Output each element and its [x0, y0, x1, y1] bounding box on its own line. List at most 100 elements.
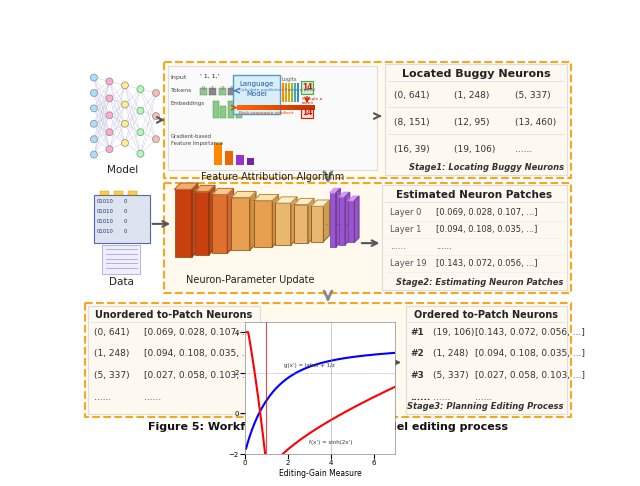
Text: Feature Importance: Feature Importance [171, 141, 223, 146]
Text: 01010: 01010 [96, 219, 113, 224]
Text: (12, 95): (12, 95) [454, 119, 490, 127]
Circle shape [122, 121, 129, 127]
Bar [214, 143, 222, 165]
Text: [0.027, 0.058, 0.103, ...]: [0.027, 0.058, 0.103, ...] [143, 371, 253, 380]
Circle shape [106, 95, 113, 102]
Circle shape [137, 129, 144, 136]
Text: 01010: 01010 [96, 199, 113, 204]
Polygon shape [175, 183, 198, 189]
Circle shape [90, 151, 97, 158]
Text: Stage3: Planning Editing Process: Stage3: Planning Editing Process [407, 402, 564, 411]
Circle shape [152, 113, 159, 120]
Polygon shape [291, 197, 297, 244]
Text: Layer 0: Layer 0 [390, 208, 421, 217]
Bar [272, 105, 276, 110]
Text: (5, 337): (5, 337) [94, 371, 129, 380]
Text: Language: Language [239, 82, 274, 87]
Polygon shape [294, 198, 314, 205]
Bar [219, 88, 226, 95]
Text: 0: 0 [124, 199, 127, 204]
Text: 0: 0 [124, 209, 127, 214]
Text: (19, 106): (19, 106) [433, 328, 475, 337]
Bar [257, 105, 260, 110]
Circle shape [137, 86, 144, 93]
Polygon shape [339, 192, 349, 197]
Text: ......: ...... [515, 145, 532, 155]
Bar [228, 102, 234, 119]
Text: (0, 641): (0, 641) [94, 328, 129, 337]
Text: [0.143, 0.072, 0.056, ...]: [0.143, 0.072, 0.056, ...] [476, 328, 585, 337]
Bar [282, 83, 284, 102]
Circle shape [106, 146, 113, 153]
Text: #1: #1 [410, 328, 424, 337]
Bar [128, 191, 138, 195]
Bar [291, 83, 293, 102]
Text: #2: #2 [410, 349, 424, 358]
Bar [285, 83, 287, 102]
Circle shape [90, 136, 97, 142]
Bar [280, 105, 284, 110]
Text: (1, 248): (1, 248) [433, 349, 468, 358]
Bar [385, 65, 568, 175]
Bar [114, 191, 124, 195]
Bar [168, 66, 377, 170]
Bar [288, 105, 292, 110]
Bar [300, 105, 303, 110]
Text: Gradient-based: Gradient-based [171, 134, 212, 139]
Circle shape [137, 150, 144, 157]
Bar [296, 105, 300, 110]
Bar [330, 193, 336, 247]
Text: g(x’) = label + 1/z: g(x’) = label + 1/z [284, 363, 334, 368]
Text: 3: 3 [230, 86, 233, 91]
Bar [212, 194, 227, 253]
Text: Stage2: Estimating Neuron Patches: Stage2: Estimating Neuron Patches [396, 278, 564, 287]
Text: Embeddings: Embeddings [171, 101, 205, 105]
Text: (16, 39): (16, 39) [394, 145, 429, 155]
Bar [236, 156, 244, 165]
Text: (1, 248): (1, 248) [94, 349, 129, 358]
Bar [292, 105, 296, 110]
Bar [288, 83, 290, 102]
Bar [301, 82, 313, 94]
Bar [164, 62, 571, 178]
Bar [276, 105, 280, 110]
Bar [294, 205, 308, 243]
Circle shape [106, 78, 113, 85]
Bar [212, 102, 219, 119]
Bar [100, 191, 109, 195]
Text: 01010: 01010 [96, 229, 113, 234]
Text: Data: Data [109, 277, 134, 287]
Circle shape [106, 129, 113, 136]
Text: Back-propagate gradient: Back-propagate gradient [239, 111, 293, 116]
Polygon shape [272, 194, 278, 247]
Bar [209, 88, 216, 95]
Circle shape [122, 139, 129, 146]
Polygon shape [345, 192, 349, 244]
Text: (19, 106): (19, 106) [454, 145, 496, 155]
Polygon shape [355, 196, 359, 243]
Text: Tokens: Tokens [171, 87, 192, 92]
Bar [311, 206, 323, 242]
Text: ......: ...... [94, 393, 111, 401]
Text: [0.094, 0.108, 0.035, ...]: [0.094, 0.108, 0.035, ...] [436, 226, 538, 234]
Polygon shape [212, 189, 234, 194]
Bar [249, 105, 253, 110]
Text: f(x’) = sinh(2x’): f(x’) = sinh(2x’) [309, 440, 353, 445]
Bar [237, 105, 241, 110]
Bar [253, 201, 272, 247]
Text: ......: ...... [436, 243, 452, 251]
Polygon shape [311, 200, 330, 206]
Polygon shape [308, 198, 314, 243]
Text: ......: ...... [410, 393, 431, 401]
Polygon shape [191, 183, 198, 257]
X-axis label: Editing-Gain Measure: Editing-Gain Measure [278, 469, 362, 478]
Polygon shape [323, 200, 330, 242]
Text: Model: Model [107, 165, 138, 174]
Bar [284, 105, 288, 110]
Bar [303, 105, 307, 110]
Bar [348, 201, 355, 243]
Bar [268, 105, 272, 110]
Text: [0.094, 0.108, 0.035, ...]: [0.094, 0.108, 0.035, ...] [476, 349, 585, 358]
Text: Stage1: Locating Buggy Neurons: Stage1: Locating Buggy Neurons [409, 163, 564, 172]
Bar [406, 306, 566, 414]
